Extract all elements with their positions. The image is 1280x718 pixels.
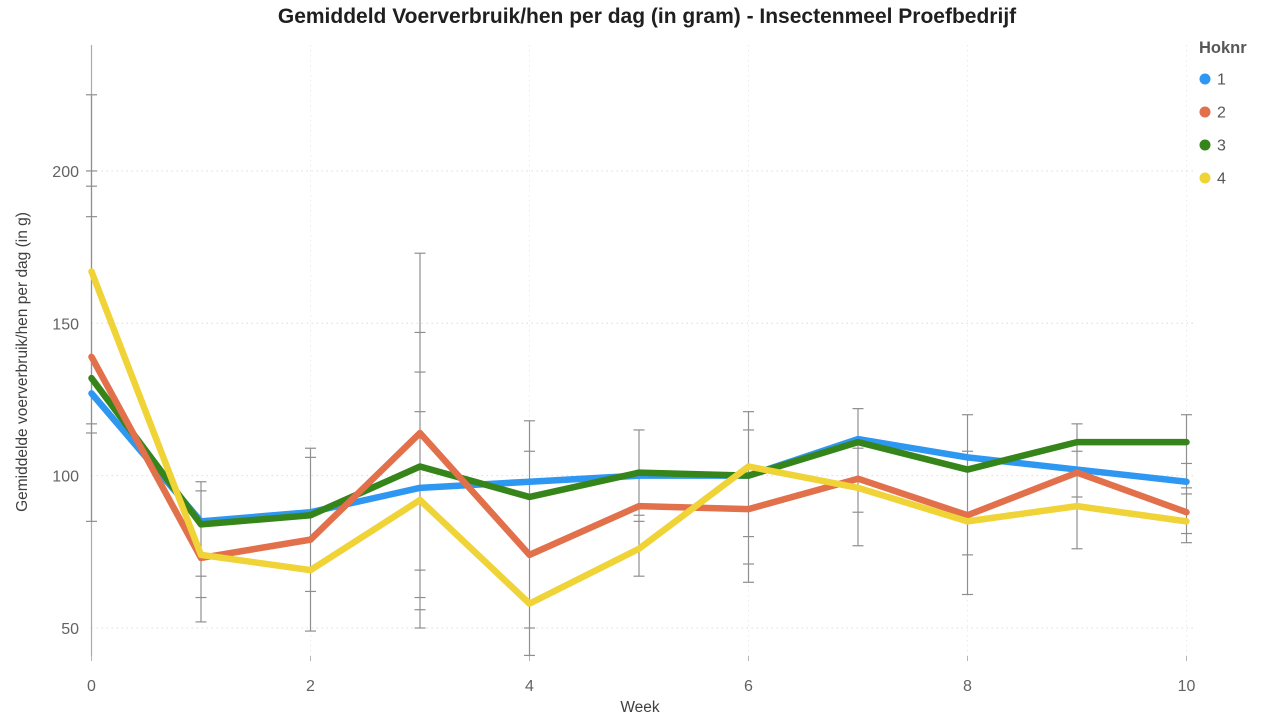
y-tick-label: 150 <box>52 316 79 333</box>
x-tick-label: 4 <box>525 678 534 695</box>
legend-item-2[interactable]: 2 <box>1199 105 1227 122</box>
x-tick-label: 2 <box>306 678 315 695</box>
axis-tick-labels: 50 100 150 200 0 2 4 6 8 10 <box>52 164 1195 695</box>
legend-title: Hoknr <box>1199 39 1247 57</box>
legend-swatch-icon <box>1199 106 1211 118</box>
error-bar <box>524 420 535 657</box>
y-tick-label: 100 <box>52 469 79 486</box>
error-bar <box>962 414 973 596</box>
y-tick-label: 200 <box>52 164 79 181</box>
y-tick-label: 50 <box>61 621 79 638</box>
error-bars <box>86 94 1192 657</box>
x-tick-label: 8 <box>963 678 972 695</box>
series-line-3 <box>88 374 1190 528</box>
y-axis-title: Gemiddelde voerverbruik/hen per dag (in … <box>14 212 31 512</box>
legend-item-4[interactable]: 4 <box>1199 171 1227 188</box>
series-line-4 <box>88 268 1190 607</box>
legend-swatch-icon <box>1199 139 1211 151</box>
legend-swatch-icon <box>1199 172 1211 184</box>
series-lines <box>88 268 1190 607</box>
x-tick-label: 10 <box>1178 678 1196 695</box>
legend-item-label: 2 <box>1217 105 1226 122</box>
x-tick-label: 6 <box>744 678 753 695</box>
series-line-2 <box>88 353 1190 562</box>
legend-item-label: 3 <box>1217 138 1226 155</box>
x-axis-title: Week <box>620 699 660 716</box>
chart-title: Gemiddeld Voerverbruik/hen per dag (in g… <box>278 5 1017 28</box>
error-bar <box>86 94 97 522</box>
legend: Hoknr 1 2 3 4 <box>1199 39 1247 188</box>
error-bar <box>414 252 426 629</box>
legend-item-3[interactable]: 3 <box>1199 138 1227 155</box>
x-tick-label: 0 <box>87 678 96 695</box>
error-bar <box>743 411 754 583</box>
legend-item-1[interactable]: 1 <box>1199 72 1227 89</box>
legend-item-label: 1 <box>1217 72 1226 89</box>
legend-item-label: 4 <box>1217 171 1226 188</box>
legend-swatch-icon <box>1199 73 1211 85</box>
